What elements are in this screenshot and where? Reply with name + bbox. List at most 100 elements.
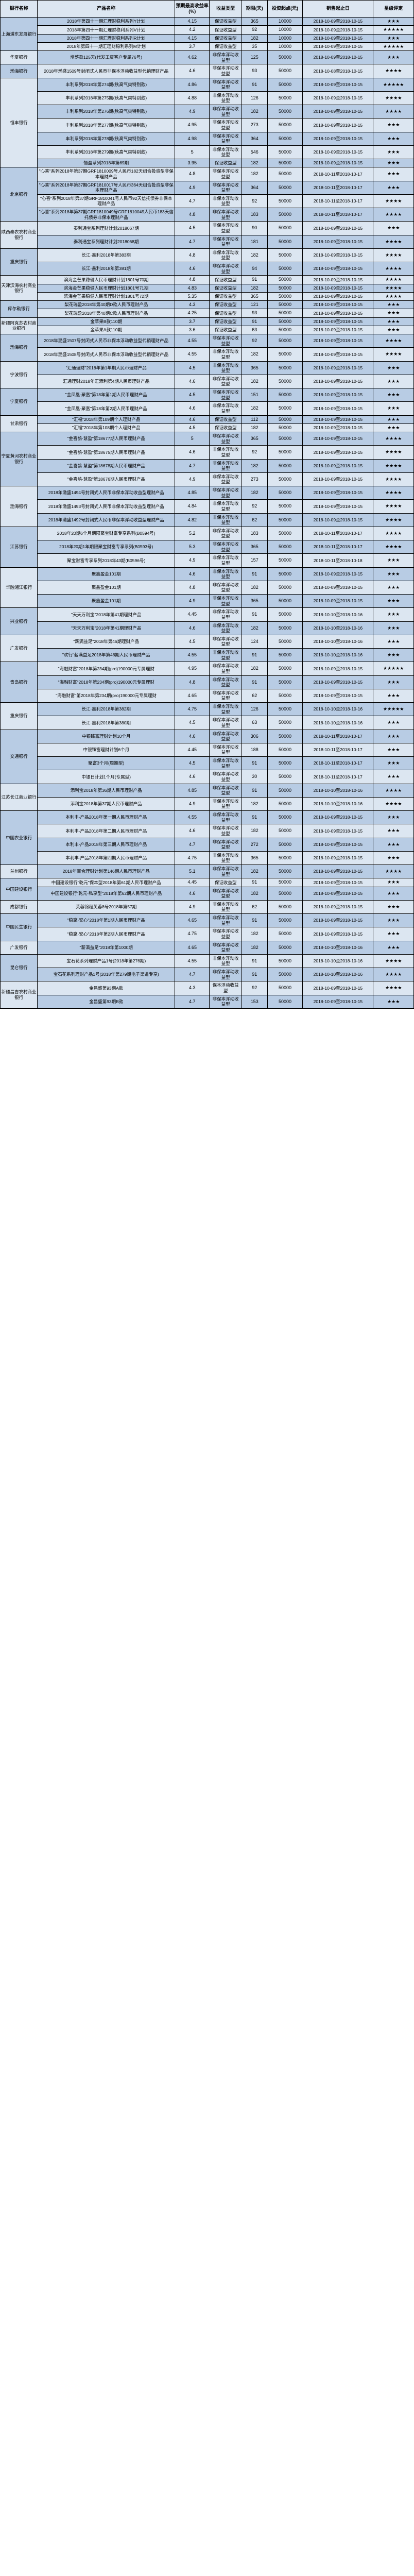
bank-name-cell: 江苏银行: [0, 526, 38, 568]
term-days-cell: 182: [241, 485, 268, 500]
bank-name-cell: 重庆银行: [0, 248, 38, 276]
income-type-cell: 非保本浮动收益型: [209, 472, 242, 487]
table-row: 丰利系列2018年第277期(秋高气爽特别款) 4.95 非保本浮动收益型 273 50…: [1, 118, 414, 132]
term-days-cell: 182: [241, 662, 268, 676]
income-type-cell: 非保本浮动收益型: [209, 167, 242, 181]
star-rating-cell: ★★★★: [373, 539, 414, 554]
product-name-cell: 2018年第四十一期汇理财稳利系列V计划: [37, 25, 176, 35]
star-rating-cell: ★★★★: [373, 292, 414, 301]
expected-max-rate-cell: 3.7: [175, 317, 210, 326]
investment-threshold-cell: 50000: [267, 824, 303, 838]
col-header-term: 期限(天): [241, 0, 268, 18]
table-row: 长江·鑫利2018年第381期 4.6 非保本浮动收益型 94 50000 2018-10…: [1, 261, 414, 276]
sale-period-cell: 2018-10-09至2018-10-15: [302, 401, 374, 416]
bank-name-cell: 昆仑银行: [0, 954, 38, 982]
sale-period-cell: 2018-10-09至2018-10-15: [302, 387, 374, 402]
investment-threshold-cell: 50000: [267, 886, 303, 901]
sale-period-cell: 2018-10-09至2018-10-15: [302, 472, 374, 487]
product-name-cell: 秦利通宝系列理财计划2018068期: [37, 234, 176, 249]
star-rating-cell: ★★★: [373, 300, 414, 310]
income-type-cell: 非保本浮动收益型: [209, 431, 242, 446]
income-type-cell: 保证收益型: [209, 300, 242, 310]
expected-max-rate-cell: 4.5: [175, 423, 210, 433]
expected-max-rate-cell: 4.9: [175, 553, 210, 568]
product-name-cell: "金凤凰·聚富"第18年第1期人民币理财产品: [37, 387, 176, 402]
star-rating-cell: ★★★: [373, 994, 414, 1009]
income-type-cell: 保证收益型: [209, 317, 242, 326]
sale-period-cell: 2018-10-11至2018-10-18: [302, 553, 374, 568]
product-name-cell: 2018年20期6个月期限聚宝财富专享系列(B0594号): [37, 526, 176, 541]
sale-period-cell: 2018-10-09至2018-10-15: [302, 927, 374, 941]
sale-period-cell: 2018-10-09至2018-10-15: [302, 851, 374, 866]
table-row: 广发银行 "薪满益足"2018年第1000期 4.65 非保本浮动收益型 182 5000…: [0, 940, 414, 955]
table-row: 恒丰银行 丰利系列2018年第274期(秋高气爽特别款) 4.86 非保本浮动收益型 9…: [0, 77, 414, 168]
product-name-cell: 长江·鑫利2018年第381期: [37, 261, 176, 276]
income-type-cell: 非保本浮动收益型: [209, 810, 242, 825]
term-days-cell: 182: [241, 347, 268, 362]
bank-name-cell: 渤海银行: [0, 64, 38, 78]
income-type-cell: 保证收益型: [209, 423, 242, 433]
sale-period-cell: 2018-10-11至2018-10-17: [302, 167, 374, 181]
investment-threshold-cell: 50000: [267, 662, 303, 676]
investment-threshold-cell: 50000: [267, 607, 303, 622]
sale-period-cell: 2018-10-09至2018-10-15: [302, 445, 374, 460]
sale-period-cell: 2018-10-09至2018-10-15: [302, 317, 374, 326]
star-rating-cell: ★★★: [373, 50, 414, 65]
expected-max-rate-cell: 4.5: [175, 221, 210, 235]
bank-name-cell: 天津滨海农村商业银行: [0, 275, 38, 301]
income-type-cell: 非保本浮动收益型: [209, 333, 242, 348]
bank-name-cell: 兴业银行: [0, 607, 38, 635]
table-row: "汇福"2018年第108期个人理财产品 4.5 保证收益型 182 50000 2018…: [1, 423, 414, 433]
expected-max-rate-cell: 4.6: [175, 261, 210, 276]
expected-max-rate-cell: 4.5: [175, 634, 210, 649]
star-rating-cell: ★★★★: [373, 967, 414, 982]
term-days-cell: 63: [241, 716, 268, 730]
term-days-cell: 181: [241, 234, 268, 249]
expected-max-rate-cell: 4.8: [175, 580, 210, 595]
income-type-cell: 保证收益型: [209, 878, 242, 887]
investment-threshold-cell: 50000: [267, 423, 303, 433]
income-type-cell: 保证收益型: [209, 42, 242, 52]
expected-max-rate-cell: 4.6: [175, 621, 210, 635]
income-type-cell: 非保本浮动收益型: [209, 994, 242, 1009]
expected-max-rate-cell: 4.95: [175, 662, 210, 676]
table-row: 恒盈系列2018年第69期 3.95 保证收益型 182 50000 2018-10-09…: [1, 158, 414, 168]
expected-max-rate-cell: 4.45: [175, 878, 210, 887]
star-rating-cell: ★★★: [373, 131, 414, 146]
table-row: 丰利系列2018年第275期(秋高气爽特别款) 4.88 非保本浮动收益型 126 50…: [1, 91, 414, 106]
product-name-cell: "金喜鹊·慧盈"第18677期人民币理财产品: [37, 431, 176, 446]
sale-period-cell: 2018-10-09至2018-10-15: [302, 878, 374, 887]
table-row: 库尔勒银行 梨花瑞盈2018年第40期D款人民币理财产品 4.3 保证收益型 121 50…: [0, 300, 414, 318]
table-row: 兴业银行 "天天万利宝"2018年第41期理财产品 4.45 非保本浮动收益型 91 50…: [0, 607, 414, 635]
table-row: 北京银行 "心喜"系列2018年第37期GRF1810009号人民币182天组合投…: [0, 167, 414, 222]
table-row: 广发银行 "薪满益足"2018年第46期理财产品 4.5 非保本浮动收益型 124 500…: [0, 634, 414, 663]
table-row: 上海浦东发展银行 2018年第四十一期汇理财稳利系列Y计划 4.15 保证收益型 365…: [0, 16, 414, 51]
income-type-cell: 非保本浮动收益型: [209, 459, 242, 473]
expected-max-rate-cell: 5.1: [175, 864, 210, 879]
expected-max-rate-cell: 4.65: [175, 940, 210, 955]
table-row: 秦利通宝系列理财计划2018068期 4.7 非保本浮动收益型 181 50000 201…: [1, 234, 414, 249]
term-days-cell: 272: [241, 837, 268, 852]
income-type-cell: 非保本浮动收益型: [209, 729, 242, 743]
investment-threshold-cell: 50000: [267, 485, 303, 500]
product-name-cell: "心喜"系列2018年第37期GRF1810009号人民币182天组合投资型非保…: [37, 167, 176, 181]
table-row: "海融财富"2018年第234期(pro)190000元专属理财 4.8 非保本浮动…: [1, 675, 414, 689]
expected-max-rate-cell: 4.86: [175, 77, 210, 92]
table-row: "金喜鹊·慧盈"第18675期人民币理财产品 4.6 非保本浮动收益型 92 50000…: [1, 445, 414, 460]
term-days-cell: 91: [241, 810, 268, 825]
sale-period-cell: 2018-10-09至2018-10-15: [302, 131, 374, 146]
investment-threshold-cell: 50000: [267, 878, 303, 887]
table-row: 本利丰·产品2018年第三期人民币理财产品 4.7 非保本浮动收益型 272 50000…: [1, 837, 414, 852]
expected-max-rate-cell: 4.6: [175, 886, 210, 901]
income-type-cell: 非保本浮动收益型: [209, 180, 242, 195]
income-type-cell: 非保本浮动收益型: [209, 824, 242, 838]
term-days-cell: 94: [241, 261, 268, 276]
income-type-cell: 非保本浮动收益型: [209, 77, 242, 92]
term-days-cell: 30: [241, 770, 268, 784]
investment-threshold-cell: 50000: [267, 913, 303, 928]
star-rating-cell: ★★★: [373, 567, 414, 581]
sale-period-cell: 2018-10-11至2018-10-17: [302, 729, 374, 743]
expected-max-rate-cell: 4.7: [175, 459, 210, 473]
table-row: 聚鑫盈金101期 4.8 非保本浮动收益型 182 50000 2018-10-09至20…: [1, 580, 414, 595]
expected-max-rate-cell: 4.9: [175, 796, 210, 811]
